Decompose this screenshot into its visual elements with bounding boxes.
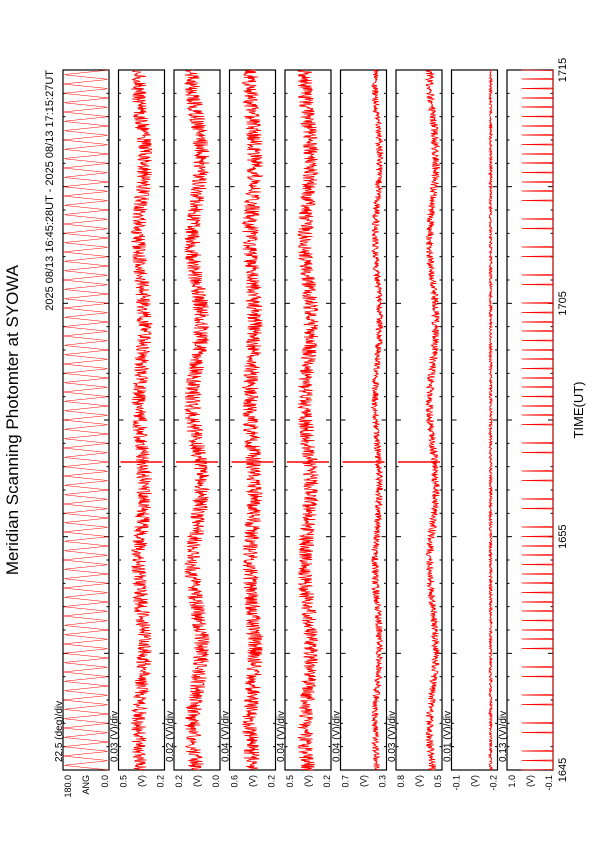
y-tick-label: 0.5: [119, 775, 129, 788]
y-tick-label: 0.2: [156, 775, 166, 788]
data-trace: [241, 69, 264, 771]
x-tick-label: 1645: [557, 758, 569, 782]
panels-group: 22.5 (deg)/div 0.0 180.0 ANG 0.03 (V)/div 0.2…: [54, 69, 554, 798]
y-tick-label: 0.6: [230, 775, 240, 788]
y-axis-label: (V): [248, 775, 258, 787]
panel-scale-label: 0.04 (V)/div: [276, 711, 287, 762]
data-trace: [370, 69, 384, 771]
y-tick-label: 0.3: [378, 775, 388, 788]
x-tick-label: 1655: [557, 524, 569, 548]
panel-ch3: 0.04 (V)/div 0.2 0.6 (V): [221, 69, 277, 788]
chart-title: Meridian Scanning Photomter at SYOWA: [3, 264, 22, 575]
y-tick-label: -0.2: [489, 775, 499, 791]
y-tick-label: 0.2: [267, 775, 277, 788]
data-trace: [130, 69, 153, 771]
x-axis-label: TIME(UT): [571, 381, 586, 438]
y-tick-label: 0.5: [433, 775, 443, 788]
y-tick-label: 0.2: [174, 775, 184, 788]
y-tick-label: 0.2: [322, 775, 332, 788]
y-tick-label: 180.0: [63, 775, 73, 798]
data-trace: [521, 69, 554, 771]
y-tick-label: 1.0: [507, 775, 517, 788]
x-tick-labels: 1645 1655 1705 1715: [557, 58, 569, 782]
panel-ch8: 0.13 (V)/div -0.1 1.0 (V): [498, 69, 554, 791]
data-trace: [424, 69, 441, 771]
y-axis-label: ANG: [81, 775, 91, 795]
y-axis-label: (V): [470, 775, 480, 787]
panel-frame: [506, 69, 554, 771]
data-trace: [183, 69, 210, 771]
panel-scale-label: 0.03 (V)/div: [110, 711, 121, 762]
panel-ch5: 0.04 (V)/div 0.3 0.7 (V): [332, 69, 388, 788]
panel-ch2: 0.02 (V)/div 0.0 0.2 (V): [165, 69, 221, 788]
panel-scale-label: 0.02 (V)/div: [165, 711, 176, 762]
x-tick-label: 1705: [557, 291, 569, 315]
y-tick-label: 0.0: [100, 775, 110, 788]
y-axis-label: (V): [192, 775, 202, 787]
panel-scale-label: 0.04 (V)/div: [221, 711, 232, 762]
time-range-label: 2025 08/13 16:45:28UT - 2025 08/13 17:15…: [44, 70, 56, 311]
x-tick-label: 1715: [557, 58, 569, 82]
rotated-plot-group: 22.5 (deg)/div 0.0 180.0 ANG 0.03 (V)/div 0.2…: [3, 58, 586, 798]
panel-scale-label: 0.03 (V)/div: [387, 711, 398, 762]
panel-ch6: 0.03 (V)/div 0.5 0.8 (V): [387, 69, 443, 788]
panel-ch4: 0.04 (V)/div 0.2 0.5 (V): [276, 69, 332, 788]
y-axis-label: (V): [525, 775, 535, 787]
y-tick-label: 0.5: [285, 775, 295, 788]
data-trace: [487, 69, 494, 771]
y-tick-label: 0.8: [396, 775, 406, 788]
panel-scale-label: 0.01 (V)/div: [443, 711, 454, 762]
y-tick-label: -0.1: [544, 775, 554, 791]
data-trace: [297, 69, 319, 771]
panel-scale-label: 0.04 (V)/div: [332, 711, 343, 762]
y-axis-label: (V): [137, 775, 147, 787]
panel-ch1: 0.03 (V)/div 0.2 0.5 (V): [110, 69, 166, 788]
panel-scale-label: 0.13 (V)/div: [498, 711, 509, 762]
y-tick-label: 0.7: [341, 775, 351, 788]
y-axis-label: (V): [414, 775, 424, 787]
y-axis-label: (V): [303, 775, 313, 787]
y-axis-label: (V): [359, 775, 369, 787]
panel-angle: 22.5 (deg)/div 0.0 180.0 ANG: [54, 69, 110, 798]
panel-ch7: 0.01 (V)/div -0.2 -0.1 (V): [443, 69, 499, 791]
y-tick-label: 0.0: [211, 775, 221, 788]
panel-scale-label: 22.5 (deg)/div: [54, 701, 65, 762]
data-trace: [62, 69, 110, 771]
y-tick-label: -0.1: [452, 775, 462, 791]
